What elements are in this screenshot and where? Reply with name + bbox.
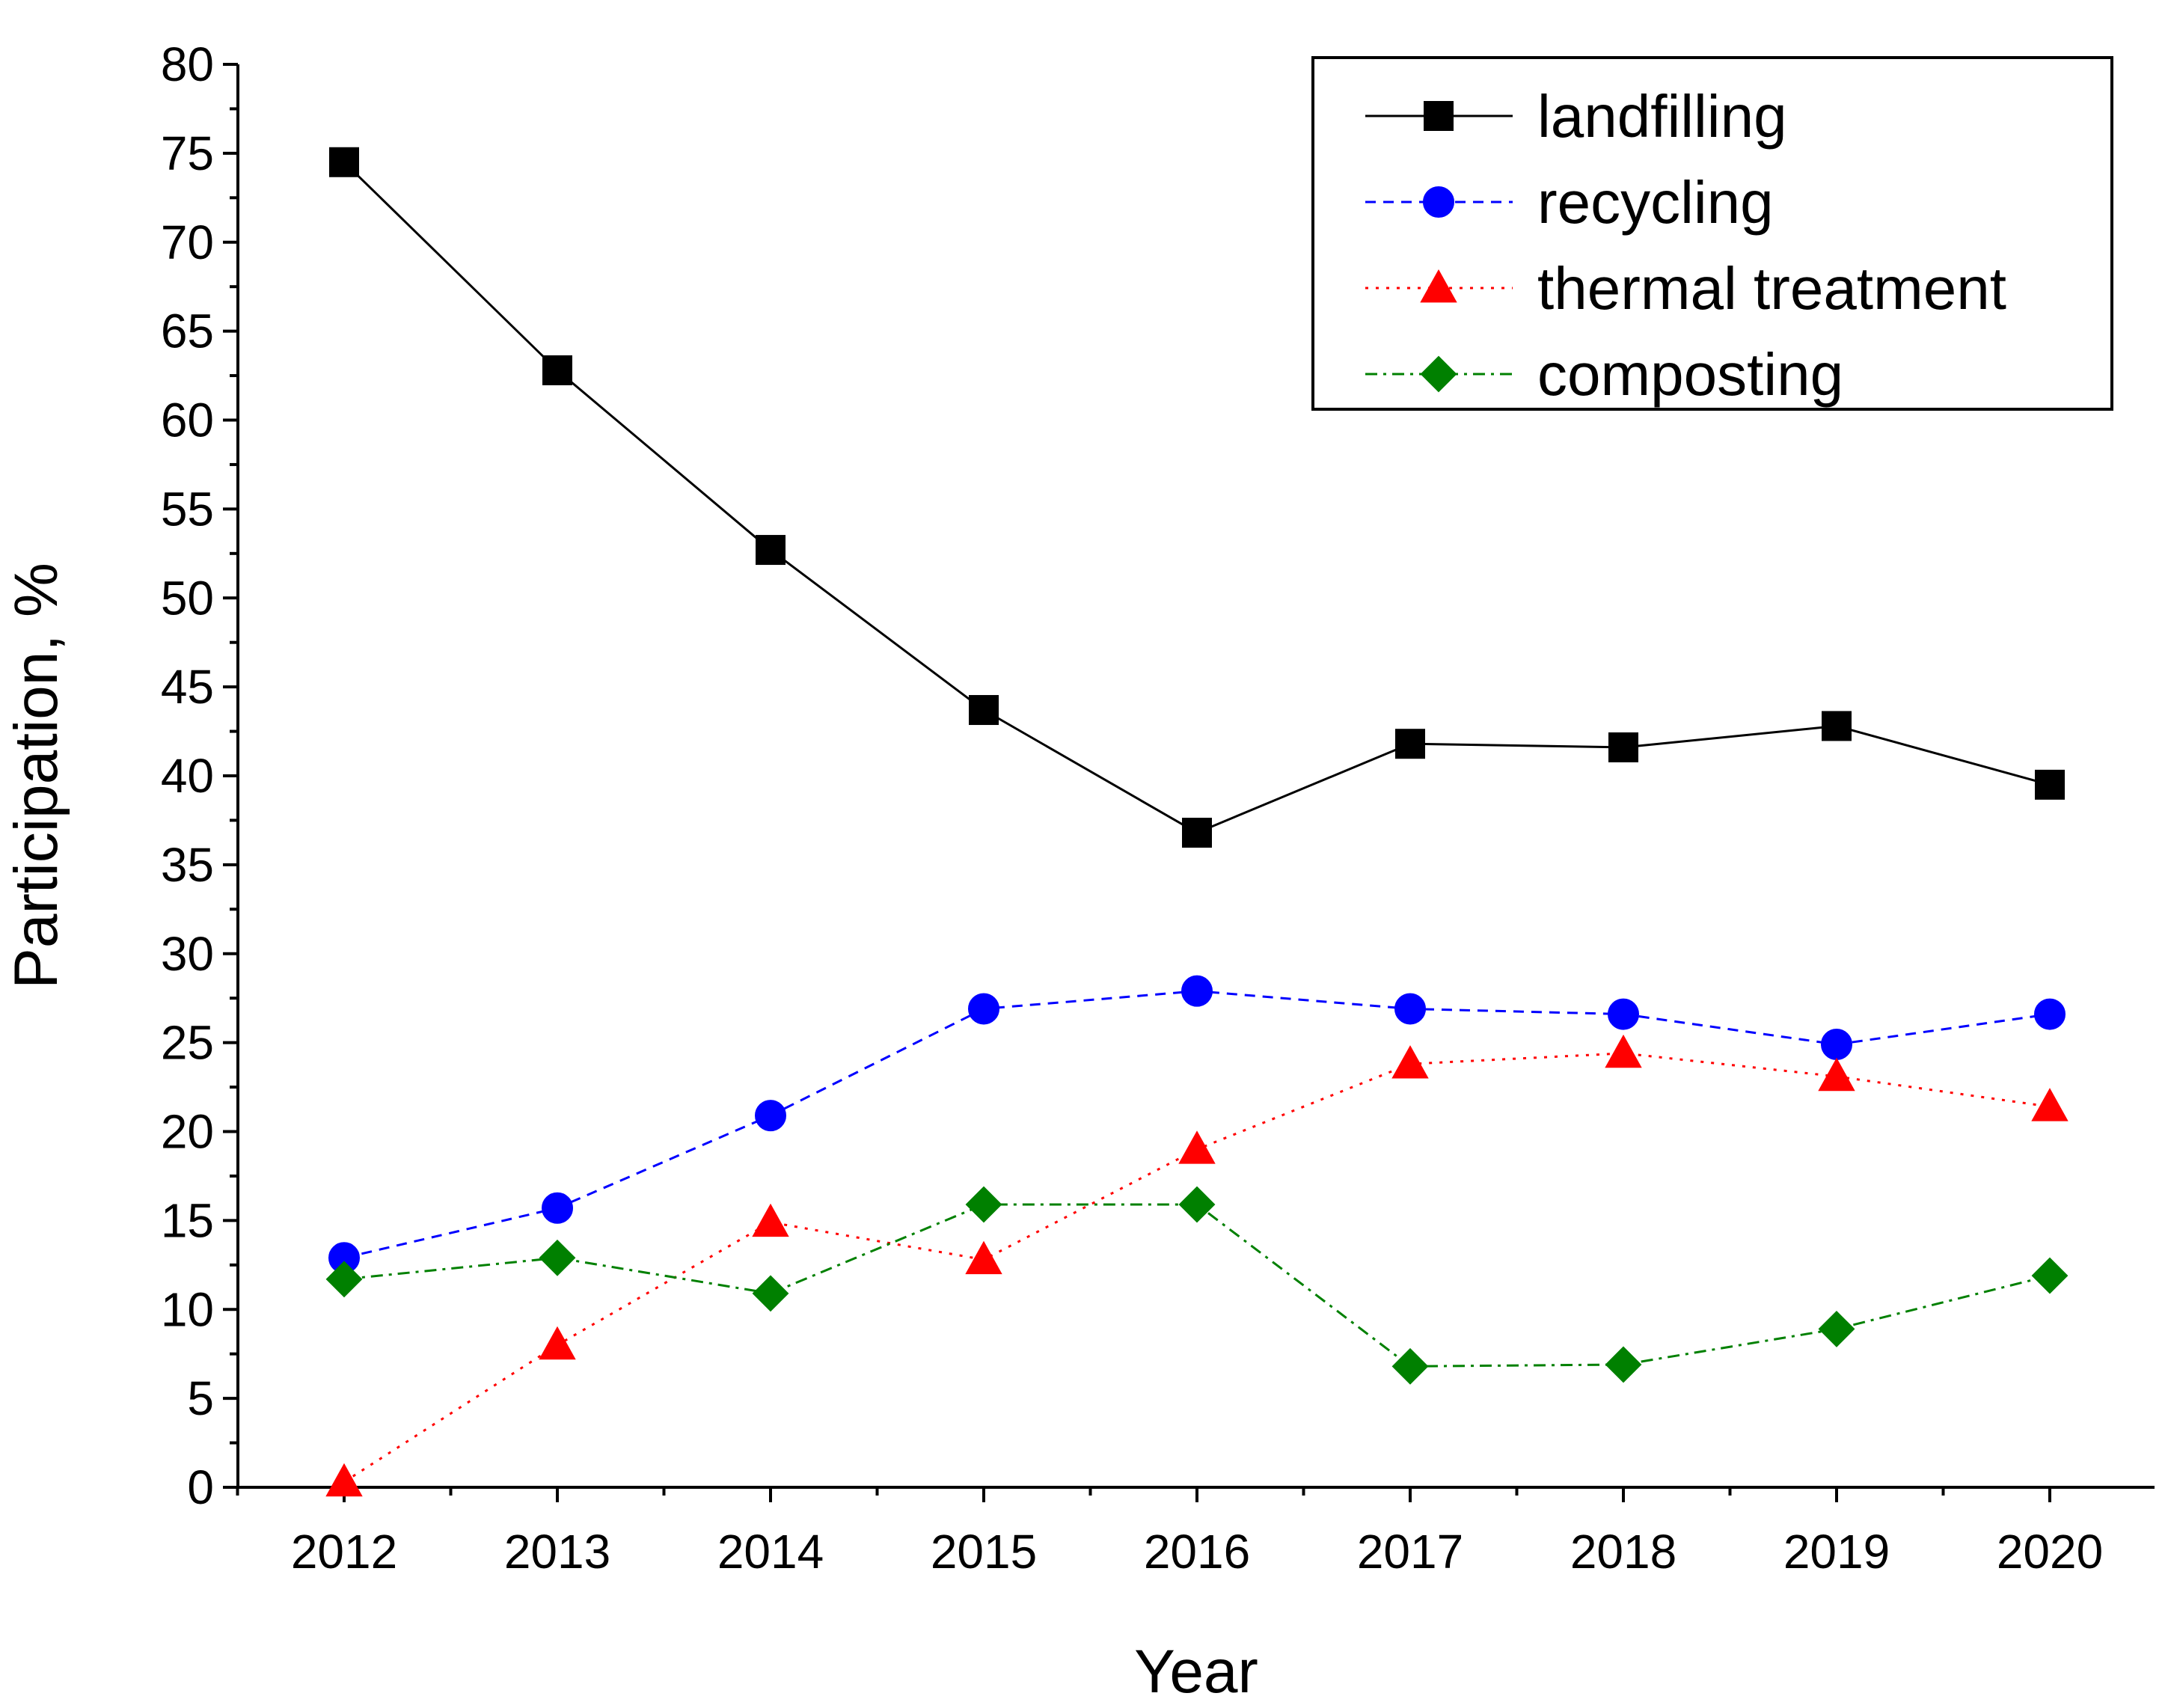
data-point-landfilling (1395, 729, 1425, 759)
x-tick-label: 2014 (717, 1525, 824, 1579)
data-point-landfilling (1822, 711, 1852, 741)
x-tick-label: 2019 (1783, 1525, 1890, 1579)
x-tick-label: 2016 (1144, 1525, 1250, 1579)
data-point-landfilling (542, 355, 572, 385)
x-tick-label: 2013 (504, 1525, 610, 1579)
legend-label-composting: composting (1537, 341, 1843, 408)
x-tick-label: 2012 (291, 1525, 397, 1579)
series-recycling (328, 975, 2066, 1274)
series-line-thermal-treatment (343, 1052, 2051, 1484)
data-point-recycling (755, 1100, 786, 1132)
series-thermal-treatment (325, 1034, 2069, 1497)
data-point-thermal-treatment (325, 1463, 363, 1497)
y-tick-label: 40 (161, 749, 214, 803)
legend-marker-thermal-treatment (1420, 269, 1457, 303)
data-point-composting (1178, 1186, 1216, 1223)
data-point-landfilling (329, 147, 359, 177)
legend-marker-composting (1420, 355, 1457, 393)
axes: 0 5 10 15 20 25 30 35 40 45 50 55 60 65 70 75 80 2012 2013… (161, 37, 2155, 1579)
legend: landfilling recycling thermal treatment com… (1311, 56, 2113, 411)
data-point-composting (1818, 1310, 1855, 1347)
y-axis-title: Participation, % (2, 563, 70, 989)
data-point-thermal-treatment (539, 1326, 576, 1360)
data-point-composting (2031, 1257, 2069, 1294)
data-point-landfilling (1608, 732, 1638, 762)
y-tick-label: 70 (161, 215, 214, 269)
data-point-composting (752, 1275, 789, 1312)
legend-box (1311, 56, 2113, 411)
x-tick-label: 2017 (1357, 1525, 1463, 1579)
data-point-landfilling (969, 695, 999, 726)
data-point-composting (1605, 1346, 1642, 1383)
data-point-landfilling (756, 535, 786, 566)
legend-label-thermal-treatment: thermal treatment (1537, 255, 2006, 322)
data-point-composting (965, 1186, 1002, 1223)
series-landfilling (329, 147, 2065, 848)
legend-marker-landfilling (1424, 101, 1454, 131)
y-tick-label: 50 (161, 571, 214, 625)
y-tick-label: 55 (161, 482, 214, 536)
y-tick-label: 65 (161, 304, 214, 358)
y-tick-label: 75 (161, 126, 214, 180)
data-point-composting (1391, 1347, 1429, 1385)
series-composting (325, 1186, 2069, 1385)
y-tick-label: 0 (187, 1460, 214, 1514)
data-point-thermal-treatment (1391, 1045, 1429, 1079)
plot-area (325, 147, 2069, 1497)
x-tick-label: 2020 (1997, 1525, 2103, 1579)
x-tick-label: 2018 (1570, 1525, 1676, 1579)
data-point-thermal-treatment (1605, 1034, 1642, 1068)
data-point-thermal-treatment (2031, 1088, 2069, 1121)
y-tick-label: 80 (161, 37, 214, 91)
y-tick-label: 35 (161, 838, 214, 892)
legend-label-landfilling: landfilling (1537, 83, 1787, 150)
y-tick-label: 25 (161, 1016, 214, 1070)
series-line-composting (343, 1203, 2051, 1368)
data-point-composting (539, 1239, 576, 1276)
legend-label-recycling: recycling (1537, 169, 1774, 236)
data-point-recycling (1394, 993, 1426, 1025)
data-point-thermal-treatment (752, 1203, 789, 1237)
y-tick-label: 20 (161, 1105, 214, 1159)
data-point-recycling (968, 993, 999, 1025)
data-point-recycling (542, 1192, 573, 1224)
y-tick-label: 5 (187, 1371, 214, 1425)
y-tick-label: 15 (161, 1193, 214, 1247)
y-tick-label: 30 (161, 927, 214, 981)
data-point-thermal-treatment (1178, 1130, 1216, 1164)
legend-marker-recycling (1423, 186, 1454, 218)
data-point-composting (325, 1261, 363, 1298)
y-tick-label: 45 (161, 660, 214, 714)
data-point-recycling (1608, 998, 1639, 1030)
data-point-recycling (1821, 1029, 1852, 1061)
data-point-thermal-treatment (1818, 1057, 1855, 1092)
data-point-landfilling (1182, 818, 1212, 848)
y-tick-label: 60 (161, 394, 214, 447)
y-tick-label: 10 (161, 1282, 214, 1336)
data-point-recycling (2034, 998, 2066, 1030)
data-point-thermal-treatment (965, 1240, 1002, 1275)
x-axis-title: Year (1134, 1638, 1258, 1706)
x-tick-label: 2015 (931, 1525, 1037, 1579)
data-point-recycling (1181, 975, 1213, 1007)
data-point-landfilling (2035, 769, 2065, 800)
